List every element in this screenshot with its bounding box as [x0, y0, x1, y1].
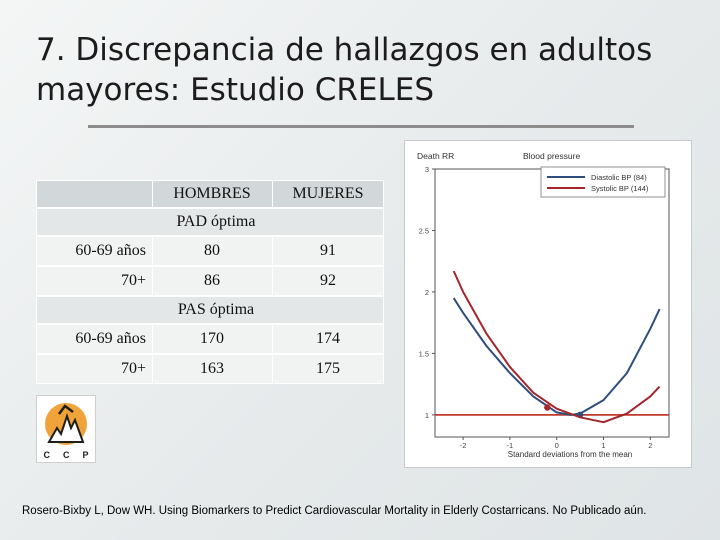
row-value-mujeres: 91: [320, 242, 336, 259]
x-tick-label: 0: [555, 441, 559, 450]
y-tick-label: 3: [425, 165, 429, 174]
row-value-hombres: 80: [204, 242, 220, 259]
logo-letter: C: [43, 450, 50, 460]
legend-box: [540, 166, 666, 198]
section-label-pad: PAD óptima: [176, 213, 256, 230]
legend-entry: Systolic BP (144): [591, 184, 649, 193]
row-group-label: 60-69 años: [75, 242, 146, 259]
column-divider: [152, 324, 153, 384]
row-value-hombres: 163: [200, 360, 224, 377]
x-tick-label: 1: [601, 441, 605, 450]
column-divider: [272, 324, 273, 384]
x-tick-label: -2: [460, 441, 467, 450]
legend-entry: Diastolic BP (84): [591, 173, 647, 182]
table-row: [36, 236, 384, 266]
table-header-row: [36, 180, 384, 208]
y-tick-label: 1: [425, 411, 429, 420]
row-value-hombres: 86: [204, 272, 220, 289]
optimal-bp-table: HOMBRES MUJERES PAD óptima 60-69 años 80…: [36, 180, 384, 384]
row-value-mujeres: 174: [316, 330, 340, 347]
chart-xlabel: Standard deviations from the mean: [508, 450, 633, 459]
logo-arrow-icon: [58, 404, 74, 415]
logo-letter: C: [62, 450, 70, 460]
x-tick-label: 2: [648, 441, 652, 450]
row-value-mujeres: 92: [320, 272, 336, 289]
logo-letters: C C P: [37, 450, 95, 460]
column-divider: [272, 236, 273, 296]
blood-pressure-chart: Death RR Blood pressure Standard deviati…: [404, 140, 692, 468]
x-tick-label: -1: [507, 441, 514, 450]
chart-title: Blood pressure: [523, 151, 580, 161]
chart-plot-area: 1 1.5 2 2.5 3 -2 -1 0 1 2 Diastolic BP (84) Systoli…: [419, 165, 670, 450]
chart-ylabel: Death RR: [417, 151, 454, 161]
series-line-1: [452, 297, 661, 416]
header-hombres: HOMBRES: [173, 185, 251, 202]
section-band-pad: [36, 208, 384, 236]
row-group-label: 70+: [120, 360, 146, 377]
logo-figure-icon: [47, 412, 85, 443]
ccp-logo-mark: [45, 403, 87, 445]
column-divider: [152, 236, 153, 296]
header-mujeres: MUJERES: [292, 185, 364, 202]
logo-letter: P: [82, 450, 89, 460]
series-marker-2: [544, 404, 551, 411]
ccp-logo: C C P: [36, 395, 96, 463]
column-divider: [152, 180, 153, 208]
row-value-hombres: 170: [200, 330, 224, 347]
source-citation: Rosero-Bixby L, Dow WH. Using Biomarkers…: [22, 505, 647, 517]
table-row: [36, 266, 384, 296]
slide-title: 7. Discrepancia de hallazgos en adultos …: [36, 32, 653, 108]
row-group-label: 70+: [120, 272, 146, 289]
y-tick-label: 2.5: [419, 226, 429, 235]
table-row: [36, 354, 384, 384]
section-label-pas: PAS óptima: [177, 301, 255, 318]
row-value-mujeres: 175: [316, 360, 340, 377]
table-row: [36, 324, 384, 354]
series-line-2: [452, 270, 661, 424]
title-divider: [88, 125, 634, 128]
row-group-label: 60-69 años: [75, 330, 146, 347]
column-divider: [272, 180, 273, 208]
section-band-pas: [36, 296, 384, 324]
y-tick-label: 2: [425, 288, 429, 297]
chart-canvas: Death RR Blood pressure Standard deviati…: [417, 151, 670, 459]
y-tick-label: 1.5: [419, 349, 429, 358]
